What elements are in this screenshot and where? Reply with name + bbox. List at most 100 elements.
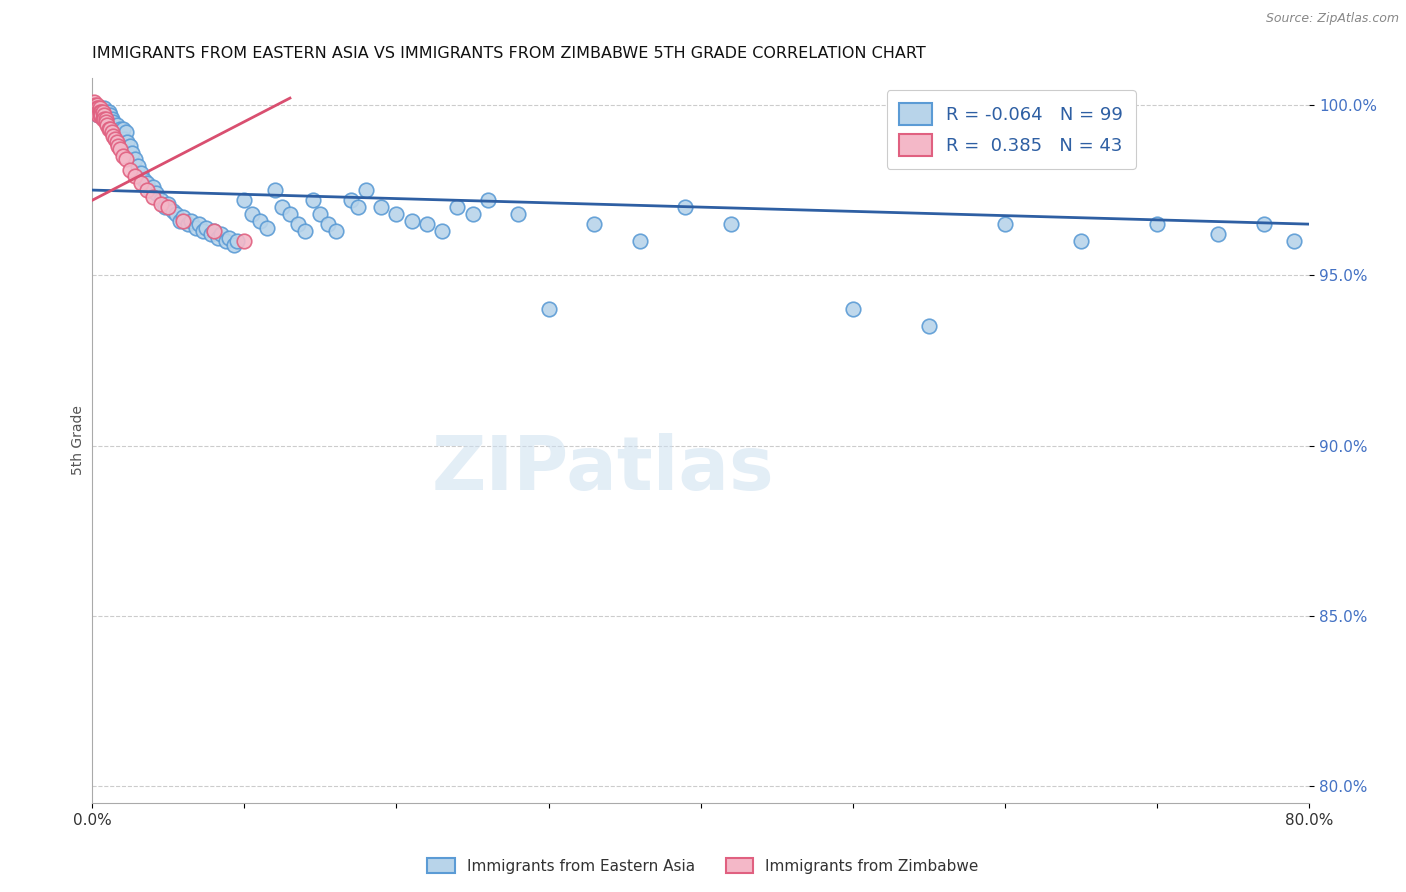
Point xyxy=(136,183,159,197)
Point xyxy=(180,213,202,227)
Point xyxy=(211,227,233,242)
Point xyxy=(149,194,172,208)
Point xyxy=(169,213,191,227)
Point xyxy=(112,132,135,146)
Point xyxy=(195,220,218,235)
Point xyxy=(101,119,124,133)
Point xyxy=(94,112,117,126)
Point xyxy=(115,136,138,150)
Point xyxy=(96,119,118,133)
Point xyxy=(347,200,370,214)
Point xyxy=(583,217,606,231)
Point xyxy=(111,121,134,136)
Point xyxy=(222,237,245,252)
Point xyxy=(129,176,152,190)
Point xyxy=(105,136,128,150)
Point xyxy=(145,186,167,201)
Point xyxy=(1282,234,1305,248)
Point xyxy=(157,196,180,211)
Point xyxy=(142,190,165,204)
Point xyxy=(172,211,194,225)
Point xyxy=(202,224,225,238)
Point xyxy=(108,142,131,156)
Point xyxy=(401,213,423,227)
Point xyxy=(842,302,865,317)
Point xyxy=(87,108,110,122)
Point xyxy=(94,115,117,129)
Point xyxy=(184,220,207,235)
Text: Source: ZipAtlas.com: Source: ZipAtlas.com xyxy=(1265,12,1399,25)
Point xyxy=(508,207,530,221)
Point xyxy=(84,104,107,119)
Point xyxy=(84,101,107,115)
Point xyxy=(132,173,155,187)
Point xyxy=(89,108,111,122)
Point xyxy=(193,224,215,238)
Point xyxy=(287,217,309,231)
Point xyxy=(96,112,118,126)
Point xyxy=(104,121,127,136)
Point xyxy=(139,183,162,197)
Point xyxy=(316,217,339,231)
Point xyxy=(218,231,240,245)
Point xyxy=(127,159,149,173)
Point xyxy=(162,203,184,218)
Point xyxy=(91,104,114,119)
Point xyxy=(83,101,105,115)
Point xyxy=(93,112,115,126)
Point xyxy=(89,101,111,115)
Point xyxy=(120,138,142,153)
Point xyxy=(263,183,285,197)
Point xyxy=(256,220,278,235)
Point xyxy=(97,104,120,119)
Point xyxy=(101,125,124,139)
Point xyxy=(90,104,112,119)
Point xyxy=(86,101,108,115)
Point xyxy=(97,115,120,129)
Point xyxy=(89,104,111,119)
Point xyxy=(89,101,111,115)
Point xyxy=(96,108,118,122)
Point xyxy=(430,224,453,238)
Point xyxy=(84,98,107,112)
Point xyxy=(100,121,122,136)
Point xyxy=(325,224,347,238)
Point xyxy=(105,119,128,133)
Point xyxy=(233,194,256,208)
Point xyxy=(385,207,408,221)
Point xyxy=(100,108,122,122)
Point xyxy=(309,207,332,221)
Point xyxy=(83,95,105,109)
Point xyxy=(628,234,651,248)
Point xyxy=(103,115,125,129)
Point xyxy=(103,128,125,143)
Point xyxy=(124,153,146,167)
Point xyxy=(225,234,247,248)
Point xyxy=(97,121,120,136)
Point xyxy=(994,217,1017,231)
Point xyxy=(416,217,439,231)
Point xyxy=(87,101,110,115)
Point xyxy=(93,101,115,115)
Point xyxy=(233,234,256,248)
Point xyxy=(94,104,117,119)
Point xyxy=(537,302,560,317)
Point xyxy=(477,194,499,208)
Point xyxy=(93,108,115,122)
Point xyxy=(91,104,114,119)
Point xyxy=(100,115,122,129)
Point xyxy=(278,207,301,221)
Point xyxy=(104,132,127,146)
Point xyxy=(90,108,112,122)
Point xyxy=(91,108,114,122)
Point xyxy=(155,200,177,214)
Point xyxy=(271,200,294,214)
Point xyxy=(1146,217,1168,231)
Point xyxy=(114,153,136,167)
Point xyxy=(114,125,136,139)
Point xyxy=(110,128,132,143)
Point xyxy=(1070,234,1092,248)
Legend: R = -0.064   N = 99, R =  0.385   N = 43: R = -0.064 N = 99, R = 0.385 N = 43 xyxy=(887,90,1136,169)
Point xyxy=(124,169,146,184)
Y-axis label: 5th Grade: 5th Grade xyxy=(72,406,86,475)
